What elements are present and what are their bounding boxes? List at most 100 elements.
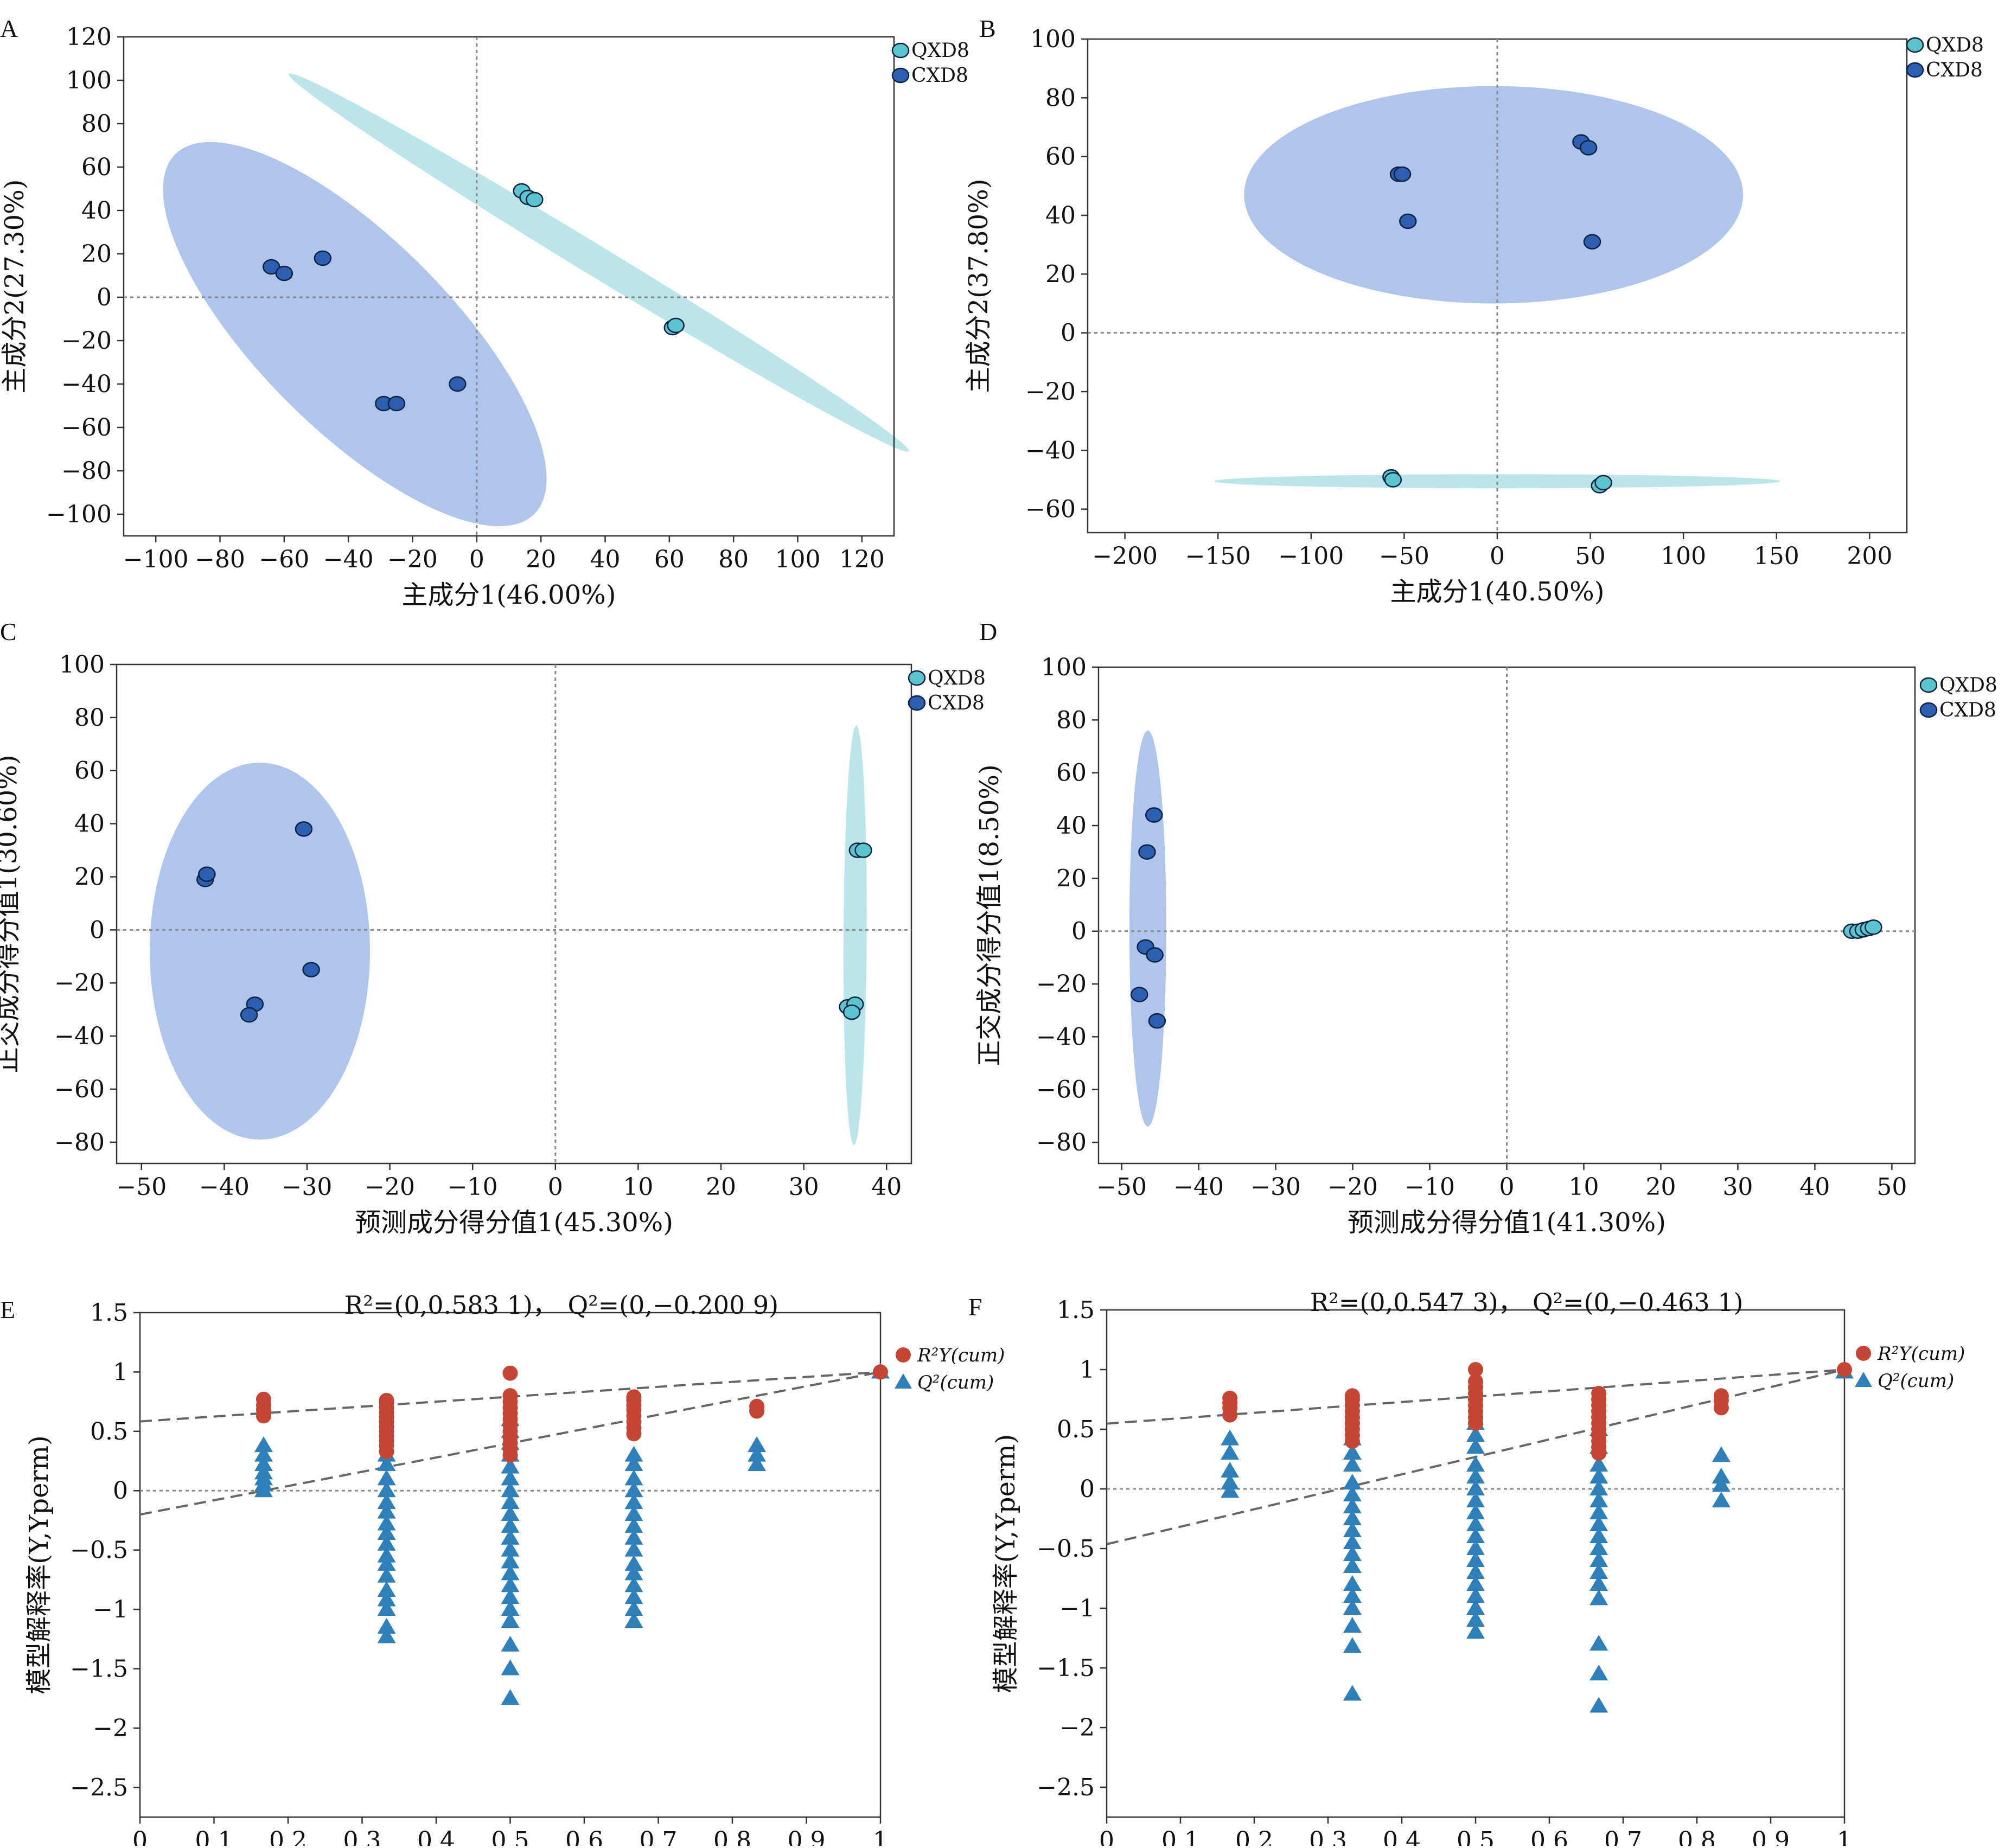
- x-tick-label: 150: [1754, 542, 1799, 570]
- y-tick-label: 20: [1045, 260, 1076, 288]
- legend-label-r2: R²Y(cum): [1877, 1343, 1965, 1365]
- x-tick-label: −50: [116, 1173, 167, 1201]
- q2-point: [1466, 1468, 1485, 1483]
- x-tick-label: 0.4: [417, 1827, 455, 1846]
- data-point-cxd8: [302, 962, 320, 978]
- q2-point: [624, 1493, 643, 1510]
- q2-point: [377, 1566, 396, 1583]
- data-point-cxd8: [1399, 213, 1417, 229]
- q2-point: [1466, 1551, 1485, 1567]
- y-tick-label: −20: [61, 327, 112, 355]
- plot-frame: [116, 663, 912, 1165]
- data-point-cxd8: [1145, 807, 1163, 823]
- q2-point: [1466, 1611, 1485, 1627]
- x-tick-label: 50: [1876, 1173, 1907, 1201]
- y-tick-label: 60: [81, 154, 112, 181]
- x-tick-label: 40: [590, 546, 621, 573]
- x-tick-label: 0.7: [1604, 1827, 1642, 1846]
- q2-point: [1343, 1521, 1362, 1537]
- y-tick-label: 0: [1061, 319, 1076, 347]
- y-tick-label: 0: [90, 916, 105, 944]
- x-tick-label: 0.1: [195, 1827, 233, 1846]
- q2-point: [624, 1446, 643, 1462]
- x-tick-label: 0: [548, 1173, 563, 1201]
- q2-point: [1589, 1468, 1608, 1483]
- q2-point: [1221, 1429, 1240, 1446]
- y-axis-label: 正交成分得分值1(30.60%): [0, 754, 23, 1073]
- x-tick-label: 0.9: [1752, 1827, 1790, 1846]
- q2-point: [624, 1540, 643, 1557]
- x-tick-label: 20: [1645, 1173, 1676, 1201]
- x-axis-label: 预测成分得分值1(45.30%): [355, 1207, 673, 1238]
- q2-point: [501, 1517, 520, 1533]
- q2-point: [1221, 1444, 1240, 1460]
- panel-b: B−200 −150 −100 −50 0 50 100 150 200−60−40−20020…: [963, 15, 1984, 607]
- q2-point: [624, 1517, 643, 1533]
- q2-point: [377, 1524, 396, 1540]
- legend-label-cxd8: CXD8: [1926, 59, 1983, 81]
- x-tick-label: 0.3: [343, 1827, 381, 1846]
- data-point-qxd8: [854, 842, 872, 858]
- y-tick-label: −1: [93, 1596, 128, 1623]
- q2-point: [1589, 1665, 1608, 1680]
- panel-letter: C: [0, 618, 17, 645]
- r2-point: [1222, 1390, 1238, 1406]
- q2-point: [254, 1455, 273, 1472]
- q2-point: [1466, 1492, 1485, 1507]
- y-tick-label: 20: [74, 863, 105, 891]
- q2-point: [501, 1540, 520, 1557]
- x-tick-label: −40: [1173, 1173, 1224, 1201]
- q2-point: [1589, 1456, 1608, 1472]
- y-tick-label: 100: [1030, 25, 1076, 53]
- panel-letter: E: [0, 1296, 15, 1323]
- x-tick-label: 0: [1099, 1827, 1114, 1846]
- y-tick-label: 80: [74, 704, 105, 732]
- q2-point: [1712, 1476, 1731, 1492]
- legend-marker-q2: [895, 1373, 912, 1389]
- x-tick-label: 50: [1575, 542, 1606, 570]
- y-axis-label: 模型解释率(Y,Yperm): [991, 1434, 1021, 1693]
- q2-point: [501, 1493, 520, 1510]
- x-tick-label: 40: [1799, 1173, 1830, 1201]
- y-tick-label: 0.5: [1057, 1416, 1095, 1443]
- y-tick-label: −60: [61, 414, 112, 442]
- y-tick-label: 1: [113, 1358, 128, 1386]
- legend-marker-cxd8: [1906, 62, 1924, 78]
- legend-label-qxd8: QXD8: [928, 667, 986, 689]
- q2-point: [377, 1617, 396, 1634]
- q2-point: [1589, 1635, 1608, 1651]
- y-tick-label: −60: [1025, 496, 1076, 523]
- q2-point: [501, 1612, 520, 1628]
- q2-point: [1343, 1617, 1362, 1633]
- y-tick-label: 100: [1041, 654, 1087, 681]
- q2-point: [1343, 1599, 1362, 1615]
- x-tick-label: 0.9: [788, 1827, 826, 1846]
- q2-point: [377, 1555, 396, 1571]
- panel-letter: B: [979, 15, 996, 42]
- confidence-ellipse-qxd8: [843, 725, 867, 1145]
- x-tick-label: −20: [1327, 1173, 1378, 1201]
- q2-point: [748, 1436, 767, 1453]
- y-tick-label: 0: [1071, 918, 1087, 945]
- q2-point: [1221, 1474, 1240, 1489]
- confidence-ellipse-cxd8: [163, 142, 547, 527]
- q2-point: [1343, 1545, 1362, 1561]
- q2-point: [1466, 1575, 1485, 1591]
- r2-point: [1713, 1388, 1729, 1404]
- q2-point: [501, 1481, 520, 1498]
- q2-point: [377, 1546, 396, 1563]
- r2-point: [1591, 1386, 1607, 1401]
- legend-marker-qxd8: [1906, 37, 1924, 53]
- x-tick-label: 0.1: [1161, 1827, 1199, 1846]
- q2-point: [1343, 1510, 1362, 1525]
- q2-point: [1589, 1589, 1608, 1606]
- x-tick-label: 0: [132, 1827, 148, 1846]
- q2-point: [1466, 1426, 1485, 1442]
- q2-point: [501, 1552, 520, 1569]
- q2-point: [1343, 1557, 1362, 1573]
- x-tick-label: −30: [282, 1173, 333, 1201]
- legend-marker-q2: [1855, 1372, 1872, 1387]
- r2-point: [256, 1391, 271, 1407]
- x-tick-label: 60: [654, 546, 685, 573]
- q2-point: [624, 1481, 643, 1498]
